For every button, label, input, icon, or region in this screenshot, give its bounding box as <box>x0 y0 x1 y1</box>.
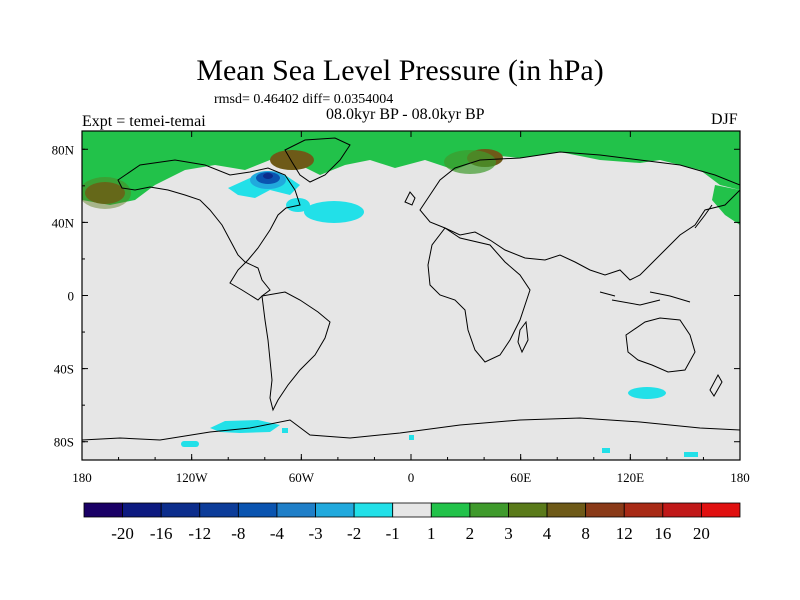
field-antarctic-spot-5 <box>684 452 698 457</box>
colorbar-swatch <box>276 502 316 518</box>
experiment-label: Expt = temei-temai <box>82 113 206 130</box>
lon-tick-label: 0 <box>408 470 415 485</box>
colorbar-swatch <box>546 502 587 518</box>
colorbar-swatch <box>469 502 509 518</box>
coastlines <box>82 137 740 441</box>
colorbar-label: -12 <box>188 524 211 543</box>
colorbar: -20 -16 -12 -8 -4 -3 -2 -1 1 2 3 4 8 12 16 20 <box>83 502 741 543</box>
field-pacific-ring <box>82 177 131 209</box>
coast-eurasia <box>419 151 740 281</box>
lat-tick-label: 0 <box>68 289 75 304</box>
field-indian-ocean-negative <box>628 387 666 399</box>
coast-africa <box>427 227 531 363</box>
lon-tick-label: 60E <box>510 470 531 485</box>
field-antarctic-spot-3 <box>409 435 414 440</box>
colorbar-label: -3 <box>308 524 322 543</box>
coast-madagascar <box>517 320 529 354</box>
colorbar-swatch <box>160 502 201 518</box>
lon-tick-label: 120E <box>617 470 645 485</box>
colorbar-label: 1 <box>427 524 436 543</box>
colorbar-swatch <box>237 502 278 518</box>
colorbar-label: -16 <box>150 524 173 543</box>
lon-tick-label: 120W <box>176 470 209 485</box>
colorbar-label: 3 <box>504 524 513 543</box>
coast-greenland <box>284 137 351 183</box>
colorbar-swatch <box>199 502 239 518</box>
field-siberia-dark <box>444 150 496 174</box>
coast-new-zealand <box>709 373 723 397</box>
coast-antarctica <box>82 417 740 441</box>
rmsd-diff-stats: rmsd= 0.46402 diff= 0.0354004 <box>214 92 394 107</box>
colorbar-label: -8 <box>231 524 245 543</box>
field-atlantic-negative <box>304 201 364 223</box>
colorbar-swatch <box>701 502 741 518</box>
colorbar-swatch <box>83 502 123 518</box>
colorbar-label: -20 <box>111 524 134 543</box>
longitude-axis: 180 120W 60W 0 60E 120E 180 <box>72 131 750 485</box>
coast-south-america <box>261 291 331 412</box>
lon-tick-label: 60W <box>289 470 315 485</box>
field-antarctic-spot-2 <box>282 428 288 433</box>
colorbar-swatch <box>508 502 548 518</box>
chart-title: Mean Sea Level Pressure (in hPa) <box>196 54 604 87</box>
colorbar-label: -4 <box>270 524 285 543</box>
coast-uk <box>404 191 416 206</box>
map-background <box>82 131 740 460</box>
coast-north-america <box>117 159 301 301</box>
colorbar-label: 8 <box>581 524 590 543</box>
colorbar-label: 16 <box>654 524 671 543</box>
anomaly-fields <box>82 131 740 457</box>
colorbar-swatch <box>392 502 432 518</box>
coast-japan <box>694 204 713 229</box>
colorbar-label: 4 <box>543 524 552 543</box>
colorbar-swatch <box>353 502 394 518</box>
colorbar-label: 12 <box>616 524 633 543</box>
season-label: DJF <box>711 111 738 128</box>
field-pacific-core <box>85 182 125 204</box>
colorbar-label: 20 <box>693 524 710 543</box>
latitude-axis: 80N 40N 0 40S 80S <box>52 142 740 450</box>
lat-tick-label: 80N <box>52 142 75 157</box>
field-greenland-core <box>270 150 314 170</box>
lat-tick-label: 80S <box>54 435 74 450</box>
coast-australia <box>625 317 696 373</box>
colorbar-swatch <box>122 502 162 518</box>
colorbar-swatch <box>315 502 355 518</box>
field-hudson-negative-8 <box>263 173 273 179</box>
lat-tick-label: 40N <box>52 215 75 230</box>
map-plot-area <box>81 130 741 461</box>
colorbar-swatch <box>623 502 664 518</box>
colorbar-label: -1 <box>386 524 400 543</box>
lat-tick-label: 40S <box>54 362 74 377</box>
period-label: 08.0kyr BP - 08.0kyr BP <box>326 106 485 123</box>
colorbar-label: -2 <box>347 524 361 543</box>
colorbar-label: 2 <box>466 524 475 543</box>
colorbar-swatch <box>662 502 702 518</box>
colorbar-swatch <box>585 502 625 518</box>
lon-tick-label: 180 <box>72 470 92 485</box>
field-east-siberia-positive <box>712 185 740 225</box>
colorbar-swatch <box>430 502 471 518</box>
field-antarctic-spot-4 <box>602 448 610 453</box>
lon-tick-label: 180 <box>730 470 750 485</box>
field-antarctic-spot-1 <box>181 441 199 447</box>
field-arctic-positive <box>82 131 740 205</box>
coast-indonesia <box>599 291 691 306</box>
